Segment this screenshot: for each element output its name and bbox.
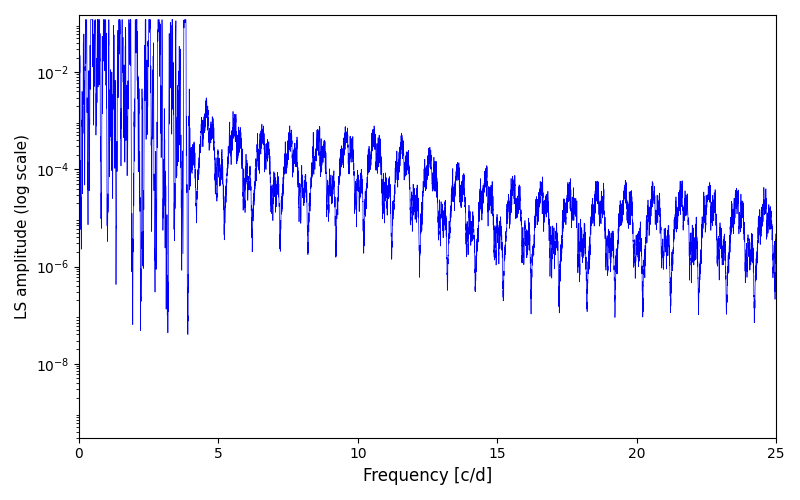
X-axis label: Frequency [c/d]: Frequency [c/d] <box>363 467 492 485</box>
Y-axis label: LS amplitude (log scale): LS amplitude (log scale) <box>15 134 30 319</box>
